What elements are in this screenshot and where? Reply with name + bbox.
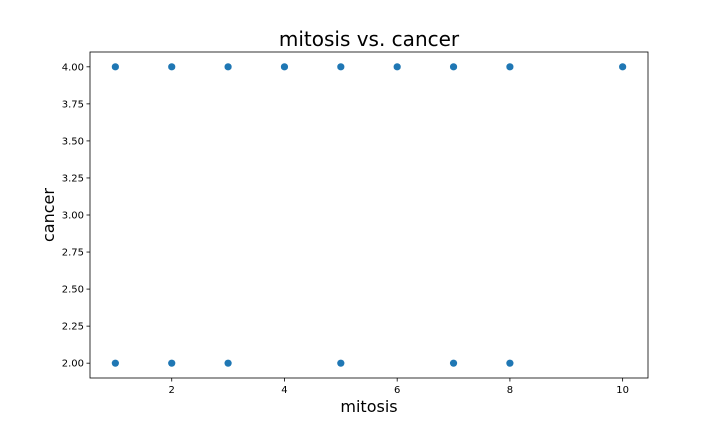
y-tick-label: 3.50 bbox=[62, 136, 84, 147]
x-tick-label: 4 bbox=[281, 385, 287, 396]
data-point bbox=[506, 359, 514, 367]
y-tick-label: 2.75 bbox=[62, 248, 84, 259]
plot-area bbox=[111, 63, 627, 367]
data-point bbox=[280, 63, 289, 71]
data-point bbox=[224, 359, 232, 367]
x-axis-label: mitosis bbox=[340, 397, 397, 416]
data-point bbox=[393, 63, 401, 71]
data-point bbox=[168, 359, 176, 367]
x-tick-label: 6 bbox=[394, 385, 400, 396]
data-point bbox=[619, 63, 627, 71]
data-point bbox=[168, 63, 176, 71]
y-axis: 2.00 2.25 2.50 2.75 3.00 3.25 3.50 3.75 4.00 bbox=[62, 62, 90, 370]
data-point bbox=[111, 359, 119, 367]
data-point bbox=[111, 63, 119, 71]
chart-title: mitosis vs. cancer bbox=[279, 27, 460, 51]
x-tick-label: 10 bbox=[616, 385, 629, 396]
data-point bbox=[224, 63, 232, 71]
y-tick-label: 2.25 bbox=[62, 322, 84, 333]
y-tick-label: 3.75 bbox=[62, 99, 84, 110]
y-tick-label: 3.25 bbox=[62, 173, 84, 184]
plot-frame bbox=[89, 51, 649, 379]
x-tick-label: 2 bbox=[169, 385, 175, 396]
data-point bbox=[449, 359, 458, 367]
y-axis-label: cancer bbox=[39, 188, 58, 242]
y-tick-label: 2.00 bbox=[62, 359, 84, 370]
data-point bbox=[506, 63, 514, 71]
y-tick-label: 3.00 bbox=[62, 211, 84, 222]
y-tick-label: 2.50 bbox=[62, 285, 84, 296]
data-point bbox=[337, 359, 345, 367]
data-point bbox=[337, 63, 345, 71]
y-tick-label: 4.00 bbox=[62, 62, 84, 73]
x-axis: 2 4 6 8 10 bbox=[169, 378, 629, 396]
x-tick-label: 8 bbox=[507, 385, 513, 396]
data-point bbox=[449, 63, 458, 71]
